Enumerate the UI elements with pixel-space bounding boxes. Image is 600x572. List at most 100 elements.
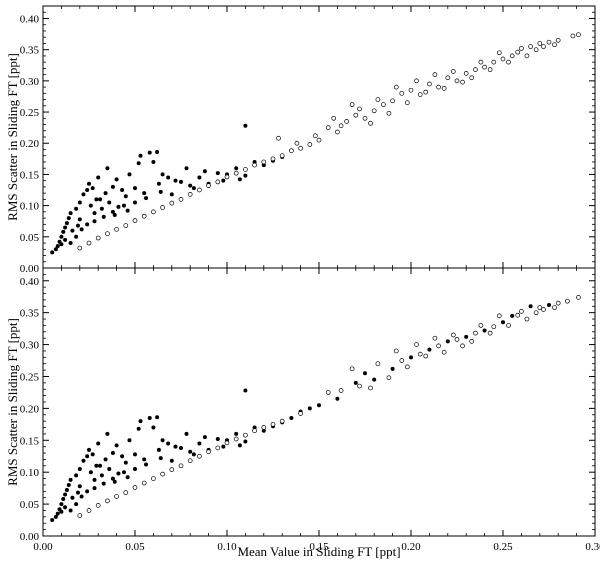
open-data-point [537,305,543,310]
filled-data-point [133,200,137,205]
filled-data-point [142,457,147,462]
filled-data-point [197,175,202,180]
filled-data-point [445,339,450,344]
filled-data-point [105,166,110,171]
open-data-point [441,349,447,355]
y-tick-label: 0.25 [20,371,40,383]
filled-data-point [85,222,90,227]
filled-data-point [101,481,106,486]
open-data-point [252,428,257,434]
filled-data-point [59,234,64,239]
open-data-point [375,361,381,367]
open-data-point [460,79,465,85]
open-data-point [552,42,557,48]
filled-data-point [116,471,121,476]
open-data-point [436,343,441,349]
filled-data-point [98,197,103,202]
open-data-point [399,90,405,96]
open-data-point [368,120,373,126]
filled-data-point [74,502,79,507]
open-data-point [206,183,211,189]
filled-data-point [68,241,73,246]
x-tick-label: 0.15 [309,541,329,553]
open-data-point [496,50,502,56]
open-data-point [141,480,147,486]
open-data-point [478,323,484,328]
y-tick-label: 0.20 [20,138,40,150]
open-data-point [528,44,533,49]
filled-data-point [59,242,64,247]
filled-data-point [237,443,242,448]
open-data-point [298,411,303,416]
filled-data-point [88,470,93,475]
filled-data-point [184,166,189,171]
open-data-point [541,44,546,49]
filled-data-point [88,203,93,208]
open-data-point [524,316,530,322]
filled-data-point [123,460,128,465]
open-data-point [570,33,576,39]
open-data-point [349,102,355,107]
open-data-point [151,476,156,481]
filled-data-point [243,388,248,393]
filled-data-point [64,488,69,493]
filled-data-point [61,496,66,501]
filled-data-point [160,438,165,443]
filled-data-point [79,494,84,499]
filled-data-point [307,406,312,411]
filled-data-point [90,186,95,191]
open-data-point [270,156,276,162]
filled-data-point [197,441,202,446]
open-data-point [506,59,511,65]
open-data-point [197,453,202,459]
filled-data-point [409,355,413,360]
open-data-point [215,445,221,451]
filled-data-point [372,377,377,382]
open-data-point [233,170,239,176]
filled-data-point [99,473,104,478]
filled-data-point [136,161,141,166]
y-tick-label: 0.30 [20,340,40,352]
open-data-point [371,108,377,114]
filled-data-point [110,476,115,481]
filled-data-point [99,206,104,211]
open-data-point [576,32,581,38]
filled-data-point [138,419,143,424]
open-data-point [509,53,515,59]
filled-data-point [191,186,196,191]
filled-data-point [156,181,161,186]
y-tick-label: 0.30 [20,76,40,88]
open-data-point [123,490,129,495]
open-data-point [393,348,399,354]
filled-data-point [127,438,132,443]
open-data-point [160,205,165,210]
open-data-point [105,231,110,237]
y-tick-label: 0.10 [20,467,40,479]
filled-data-point [158,456,163,461]
filled-data-point [482,328,487,333]
open-data-point [423,353,429,359]
filled-data-point [147,415,152,420]
filled-data-point [243,439,248,444]
y-tick-label: 0.25 [20,107,40,119]
open-data-point [279,153,285,159]
filled-data-point [103,191,108,196]
filled-data-point [63,492,68,497]
filled-data-point [68,211,73,216]
filled-data-point [120,188,125,193]
filled-data-point [151,425,156,430]
filled-data-point [142,191,147,196]
open-data-point [294,140,300,146]
open-data-point [478,59,484,65]
open-data-point [482,64,487,70]
filled-data-point [105,431,110,436]
filled-data-point [50,518,55,523]
filled-data-point [221,444,226,449]
filled-data-point [70,495,75,500]
filled-data-point [114,177,119,182]
filled-data-point [116,204,121,209]
open-data-point [169,200,175,206]
filled-data-point [92,477,97,482]
open-data-point [270,421,276,427]
open-data-point [404,364,410,370]
